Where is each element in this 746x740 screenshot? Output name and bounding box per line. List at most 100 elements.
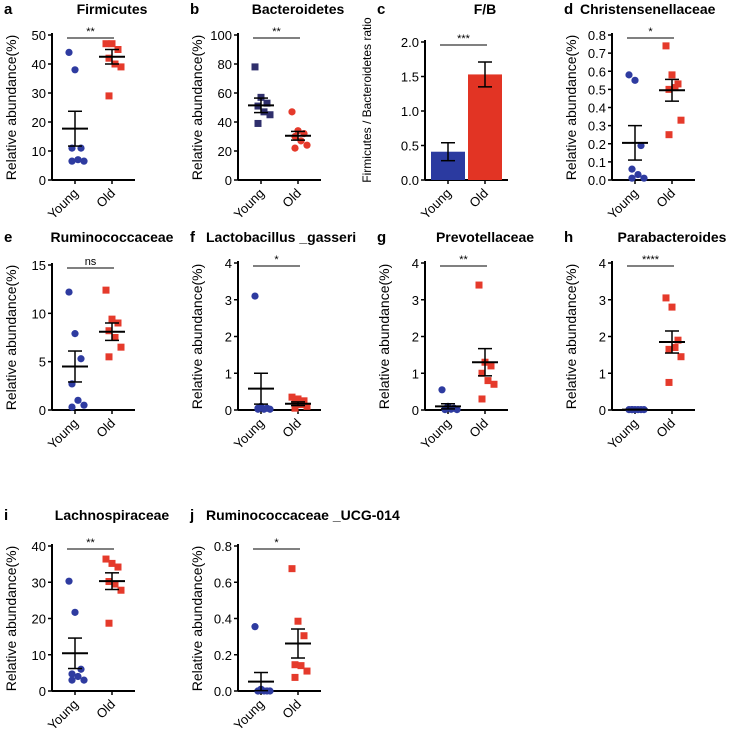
y-tick-label: 2: [412, 330, 419, 345]
data-point-old: [475, 281, 483, 289]
data-point-young: [266, 687, 274, 695]
data-point-old: [665, 378, 673, 386]
y-tick-label: 30: [32, 86, 46, 101]
data-point-young: [251, 623, 259, 631]
panel-letter: h: [564, 229, 573, 246]
y-tick-label: 0.8: [214, 539, 232, 554]
data-point-young: [65, 288, 73, 296]
data-point-old: [108, 559, 116, 567]
data-point-young: [80, 401, 88, 409]
chart-i: i Lachnospiraceae Relative abundance(%) 0 10…: [3, 507, 170, 733]
chart-title: Christensenellaceae: [580, 1, 716, 17]
chart-title: Firmicutes: [77, 1, 148, 17]
y-tick-label: 10: [32, 648, 46, 663]
data-point-old: [111, 334, 119, 341]
panel-letter: a: [4, 1, 13, 18]
y-tick-label: 0: [225, 173, 232, 188]
data-point-old: [303, 141, 311, 149]
y-tick-label: 0.0: [588, 173, 606, 188]
data-point-young: [251, 292, 259, 300]
data-point-old: [677, 353, 685, 361]
data-point-old: [662, 42, 670, 50]
significance-label: ns: [85, 256, 97, 268]
data-point-old: [117, 586, 125, 594]
panel-letter: i: [4, 507, 8, 524]
y-tick-label: 0.4: [214, 612, 232, 627]
chart-title: Lachnospiraceae: [55, 507, 170, 523]
data-point-old: [117, 63, 125, 71]
chart-title: Parabacteroides: [618, 229, 727, 245]
chart-a: a Firmicutes Relative abundance(%) 0 10 20 30 4…: [3, 1, 148, 222]
y-axis-label: Relative abundance(%): [3, 35, 19, 181]
data-point-old: [102, 286, 110, 294]
significance-label: *: [648, 26, 653, 38]
data-point-old: [484, 377, 492, 385]
y-tick-label: 0: [599, 403, 606, 418]
data-point-young: [640, 174, 648, 182]
y-tick-label: 0.7: [588, 46, 606, 61]
data-point-young: [80, 676, 88, 684]
data-point-old: [288, 108, 296, 116]
y-tick-label: 1: [225, 366, 232, 381]
data-point-old: [671, 84, 679, 92]
panel-g: g Prevotellaceae Relative abundance(%) 0 1 2 3…: [373, 195, 559, 460]
chart-title: F/B: [474, 1, 497, 17]
y-tick-label: 1.5: [401, 70, 419, 85]
y-axis-label: Relative abundance(%): [189, 546, 205, 692]
data-point-old: [105, 353, 113, 361]
y-axis-label: Relative abundance(%): [3, 265, 19, 411]
y-axis-label: Relative abundance(%): [563, 35, 579, 181]
data-point-old: [294, 395, 302, 403]
significance-label: ***: [457, 33, 471, 45]
data-point-young: [266, 111, 274, 119]
y-tick-label: 3: [599, 293, 606, 308]
data-point-old: [478, 369, 486, 377]
data-point-young: [260, 405, 268, 413]
panel-letter: e: [4, 229, 12, 246]
panel-letter: c: [377, 1, 385, 18]
y-tick-label: 2: [225, 330, 232, 345]
y-tick-label: 20: [32, 115, 46, 130]
data-point-old: [478, 395, 486, 403]
data-point-old: [297, 662, 305, 670]
y-tick-label: 1: [412, 366, 419, 381]
panel-letter: d: [564, 1, 573, 18]
y-tick-label: 20: [32, 612, 46, 627]
y-tick-label: 1: [599, 366, 606, 381]
y-tick-label: 3: [412, 293, 419, 308]
y-tick-label: 4: [225, 256, 232, 271]
x-tick-label: Old: [279, 416, 304, 441]
x-tick-label: Old: [93, 697, 118, 722]
data-point-old: [108, 40, 116, 48]
panel-b: b Bacteroidetes Relative abundance(%) 0 20 40…: [186, 0, 372, 230]
y-axis-label: Relative abundance(%): [3, 546, 19, 692]
data-point-young: [625, 71, 633, 79]
data-point-old: [291, 673, 299, 681]
x-tick-label: Old: [93, 416, 118, 441]
chart-j: j Ruminococcaceae _UCG-014 Relative abunda…: [189, 507, 400, 733]
y-tick-label: 0.2: [214, 648, 232, 663]
data-point-old: [294, 617, 302, 625]
panel-i: i Lachnospiraceae Relative abundance(%) 0 10…: [0, 500, 186, 740]
y-tick-label: 40: [32, 57, 46, 72]
data-point-young: [68, 157, 76, 165]
data-point-young: [68, 670, 76, 678]
data-point-old: [108, 315, 116, 323]
x-tick-label: Young: [231, 416, 267, 452]
significance-label: *: [274, 254, 279, 266]
significance-label: ****: [642, 254, 660, 266]
chart-title: Ruminococcaceae _UCG-014: [206, 507, 400, 523]
data-point-old: [117, 343, 125, 351]
y-tick-label: 0.6: [588, 64, 606, 79]
panel-e: e Ruminococcaceae Relative abundance(%) 0 5 1…: [0, 195, 186, 460]
y-tick-label: 4: [412, 256, 419, 271]
y-tick-label: 20: [218, 144, 232, 159]
y-tick-label: 4: [599, 256, 606, 271]
data-point-young: [71, 330, 79, 338]
data-point-old: [665, 345, 673, 353]
data-point-old: [111, 580, 119, 588]
significance-label: **: [272, 26, 281, 38]
y-tick-label: 40: [218, 115, 232, 130]
panel-f: f Lactobacillus _gasseri Relative abundanc…: [186, 195, 372, 460]
y-tick-label: 3: [225, 293, 232, 308]
